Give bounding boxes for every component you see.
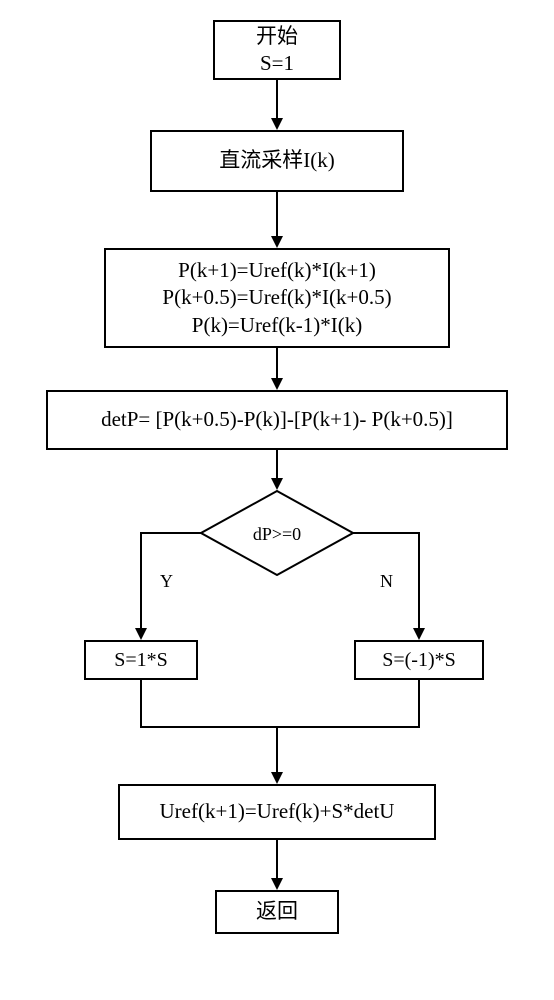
edge-start-sample [276,80,278,118]
node-calc-p-line2: P(k+0.5)=Uref(k)*I(k+0.5) [162,284,391,311]
edge-decision-right-v [418,532,420,628]
edge-detp-decision [276,450,278,478]
edge-decision-right-h [352,532,418,534]
node-decision-text: dP>=0 [200,524,354,545]
arrowhead-decision-left [135,628,147,640]
arrowhead-merge [271,772,283,784]
branch-label-no: N [380,571,393,592]
node-uref: Uref(k+1)=Uref(k)+S*detU [118,784,436,840]
arrowhead-sample-calcp [271,236,283,248]
node-s-yes: S=1*S [84,640,198,680]
edge-decision-left-h [140,532,202,534]
arrowhead-start-sample [271,118,283,130]
node-s-yes-text: S=1*S [114,647,168,673]
node-calc-p: P(k+1)=Uref(k)*I(k+1) P(k+0.5)=Uref(k)*I… [104,248,450,348]
branch-label-yes: Y [160,571,173,592]
node-return: 返回 [215,890,339,934]
flowchart-container: 开始 S=1 直流采样I(k) P(k+1)=Uref(k)*I(k+1) P(… [0,0,554,1000]
edge-syes-down [140,680,142,726]
edge-decision-left-v [140,532,142,628]
node-start-line1: 开始 [256,23,298,50]
node-return-text: 返回 [256,898,298,925]
node-s-no: S=(-1)*S [354,640,484,680]
node-sample: 直流采样I(k) [150,130,404,192]
edge-merge-h [140,726,420,728]
node-start: 开始 S=1 [213,20,341,80]
arrowhead-detp-decision [271,478,283,490]
arrowhead-uref-return [271,878,283,890]
edge-uref-return [276,840,278,878]
node-decision: dP>=0 [200,490,354,576]
node-calc-p-line3: P(k)=Uref(k-1)*I(k) [192,312,362,339]
node-uref-text: Uref(k+1)=Uref(k)+S*detU [160,798,395,825]
node-calc-p-line1: P(k+1)=Uref(k)*I(k+1) [178,257,376,284]
edge-calcp-detp [276,348,278,378]
edge-merge-down [276,726,278,772]
edge-sno-down [418,680,420,726]
arrowhead-decision-right [413,628,425,640]
edge-sample-calcp [276,192,278,236]
node-detp: detP= [P(k+0.5)-P(k)]-[P(k+1)- P(k+0.5)] [46,390,508,450]
node-detp-line1: detP= [P(k+0.5)-P(k)]-[P(k+1)- P(k+0.5)] [101,406,453,433]
node-s-no-text: S=(-1)*S [382,647,456,673]
arrowhead-calcp-detp [271,378,283,390]
node-sample-line1: 直流采样I(k) [219,147,334,174]
node-start-line2: S=1 [260,50,294,77]
